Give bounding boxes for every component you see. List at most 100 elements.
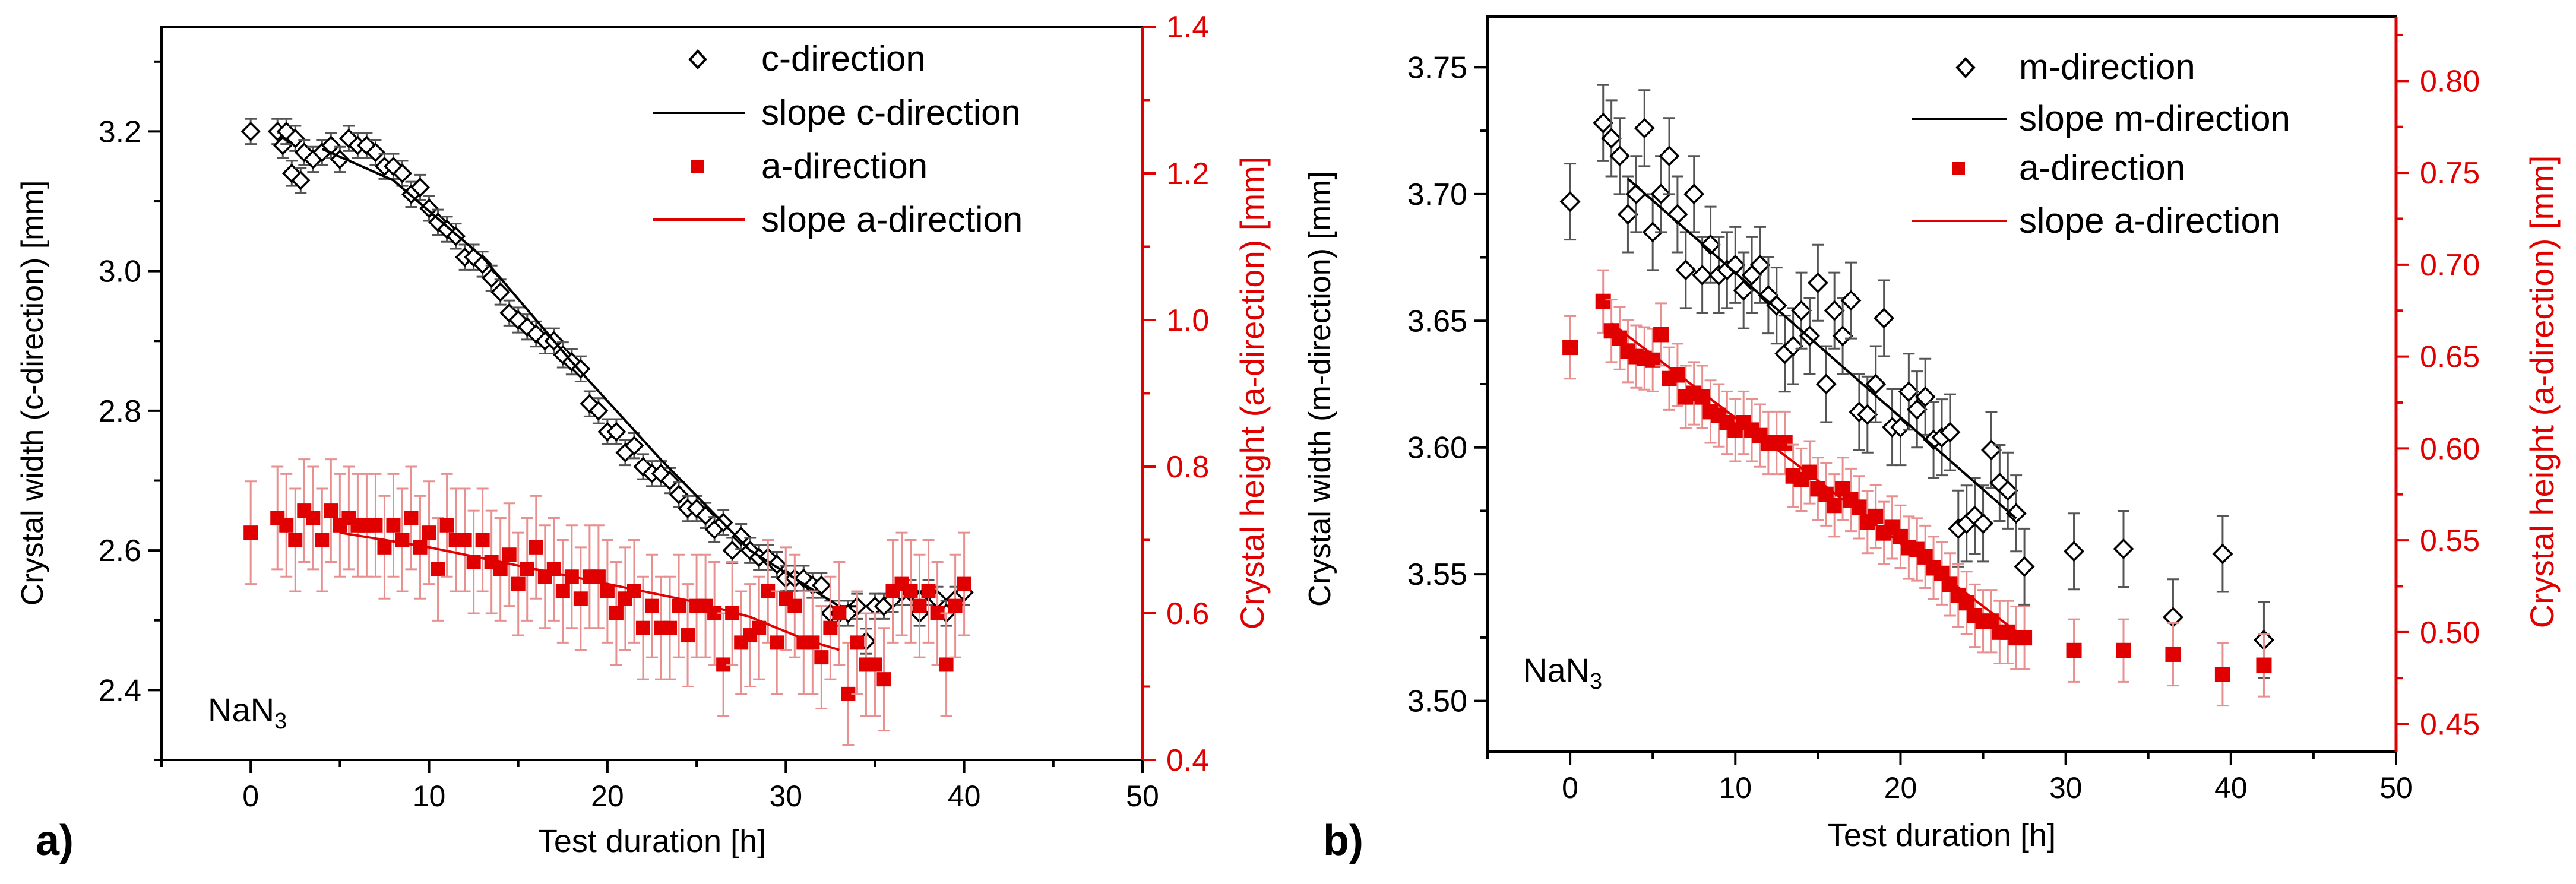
point-a-direction-a [823,620,838,635]
y-axis-label-left-b: Crystal width (m-direction) [mm] [1303,171,1337,607]
point-m-direction-b [1617,204,1638,225]
point-m-direction-b [1980,439,2002,461]
point-m-direction-b [2212,543,2233,565]
point-c-direction-a [273,135,293,156]
point-m-direction-b [1675,259,1697,281]
point-a-direction-a [832,606,847,620]
point-m-direction-b [1559,191,1581,213]
panel-label-b: b) [1323,817,1363,864]
axes-a: 0 10 20 30 40 50 2.4 2.6 2.8 3.0 3.2 0.4 0.6 0.8 1.0 1.… [99,10,1210,813]
x-tick-label-b: 10 [1719,771,1752,804]
point-c-direction-a [285,128,305,148]
legend-label-c-direction: c-direction [761,39,926,78]
point-a-direction-a [939,657,954,672]
point-c-direction-a [606,422,626,442]
point-c-direction-a [365,142,385,163]
point-m-direction-b [1783,335,1804,357]
legend-marker-m-direction [1955,57,1976,78]
point-m-direction-b [1857,404,1878,425]
point-a-direction-a [948,598,963,613]
y-tick-label-left-b: 3.65 [1407,304,1467,338]
x-tick-label-a: 10 [413,780,446,813]
point-m-direction-b [1601,128,1622,149]
point-a-direction-a [663,620,678,635]
y-tick-label-right-a: 1.2 [1166,157,1209,191]
point-a-direction-a [787,598,802,613]
y-tick-label-left-a: 3.2 [99,115,141,149]
point-a-direction-a [957,576,971,591]
point-a-direction-a [770,635,784,650]
point-a-direction-b [2116,642,2131,658]
y-tick-label-right-b: 0.75 [2420,156,2480,191]
point-a-direction-b [1777,435,1793,451]
point-a-direction-b [2165,646,2181,662]
legend-label-slope-a-a: slope a-direction [761,199,1023,239]
x-tick-label-a: 20 [591,780,624,813]
y-axis-label-left-a: Crystal width (c-direction) [mm] [15,180,50,606]
point-m-direction-b [1593,112,1614,134]
fit-line-slope-a-direction-a [340,531,840,651]
marks-a [240,118,974,746]
point-a-direction-a [493,562,508,576]
y-tick-label-right-b: 0.70 [2420,248,2480,283]
point-c-direction-a [731,527,751,547]
point-c-direction-a [722,540,742,560]
point-c-direction-a [446,226,466,246]
point-a-direction-b [2256,657,2272,673]
y-tick-label-right-a: 0.6 [1166,597,1209,631]
x-tick-label-a: 0 [242,780,259,813]
fit-line-slope-c-direction-a [321,148,857,608]
point-a-direction-a [502,547,517,562]
point-c-direction-a [660,471,680,490]
point-m-direction-b [1939,422,1961,443]
sample-sub-b: 3 [1590,669,1602,694]
y-tick-label-right-b: 0.45 [2420,708,2480,742]
y-tick-label-right-b: 0.80 [2420,64,2480,99]
y-tick-label-right-a: 0.8 [1166,450,1209,484]
legend-marker-a-direction-a [691,160,704,173]
point-m-direction-b [1997,480,2018,501]
sample-base-a: NaN [208,691,274,728]
y-tick-label-right-a: 0.4 [1166,743,1209,778]
y-tick-label-left-b: 3.70 [1407,178,1467,212]
point-a-direction-a [306,511,321,525]
point-m-direction-b [1625,183,1647,205]
point-c-direction-a [695,505,716,525]
point-a-direction-b [1595,293,1611,309]
point-c-direction-a [588,401,609,421]
point-m-direction-b [1733,280,1754,301]
point-a-direction-a [609,606,624,620]
point-m-direction-b [1815,373,1837,395]
point-c-direction-a [276,121,296,141]
y-tick-label-left-a: 2.6 [99,534,141,568]
point-c-direction-a [811,575,831,595]
legend-label-a-direction-a: a-direction [761,146,928,186]
point-a-direction-a [386,518,401,533]
y-tick-label-right-b: 0.60 [2420,432,2480,466]
point-c-direction-a [651,464,671,484]
y-tick-label-right-b: 0.65 [2420,340,2480,375]
point-c-direction-a [669,484,689,505]
point-a-direction-a [573,591,588,606]
point-m-direction-b [1609,145,1631,167]
y-tick-label-left-a: 3.0 [99,255,141,289]
panel-label-a: a) [36,817,74,864]
point-a-direction-a [645,598,659,613]
point-a-direction-a [431,562,445,576]
legend-a: c-direction slope c-direction a-directio… [653,39,1023,239]
point-c-direction-a [624,436,644,456]
sample-label-b: NaN3 [1523,651,1602,694]
legend-marker-a-direction-b [1952,162,1965,175]
sample-base-b: NaN [1523,651,1590,689]
x-tick-label-a: 50 [1126,780,1159,813]
point-m-direction-b [1692,264,1713,286]
point-a-direction-a [672,598,686,613]
point-m-direction-b [1832,325,1853,347]
point-m-direction-b [1700,234,1721,255]
point-m-direction-b [2014,556,2035,577]
point-a-direction-a [511,576,526,591]
point-m-direction-b [1874,308,1895,329]
y-tick-label-left-b: 3.50 [1407,685,1467,719]
point-a-direction-a [279,518,294,533]
